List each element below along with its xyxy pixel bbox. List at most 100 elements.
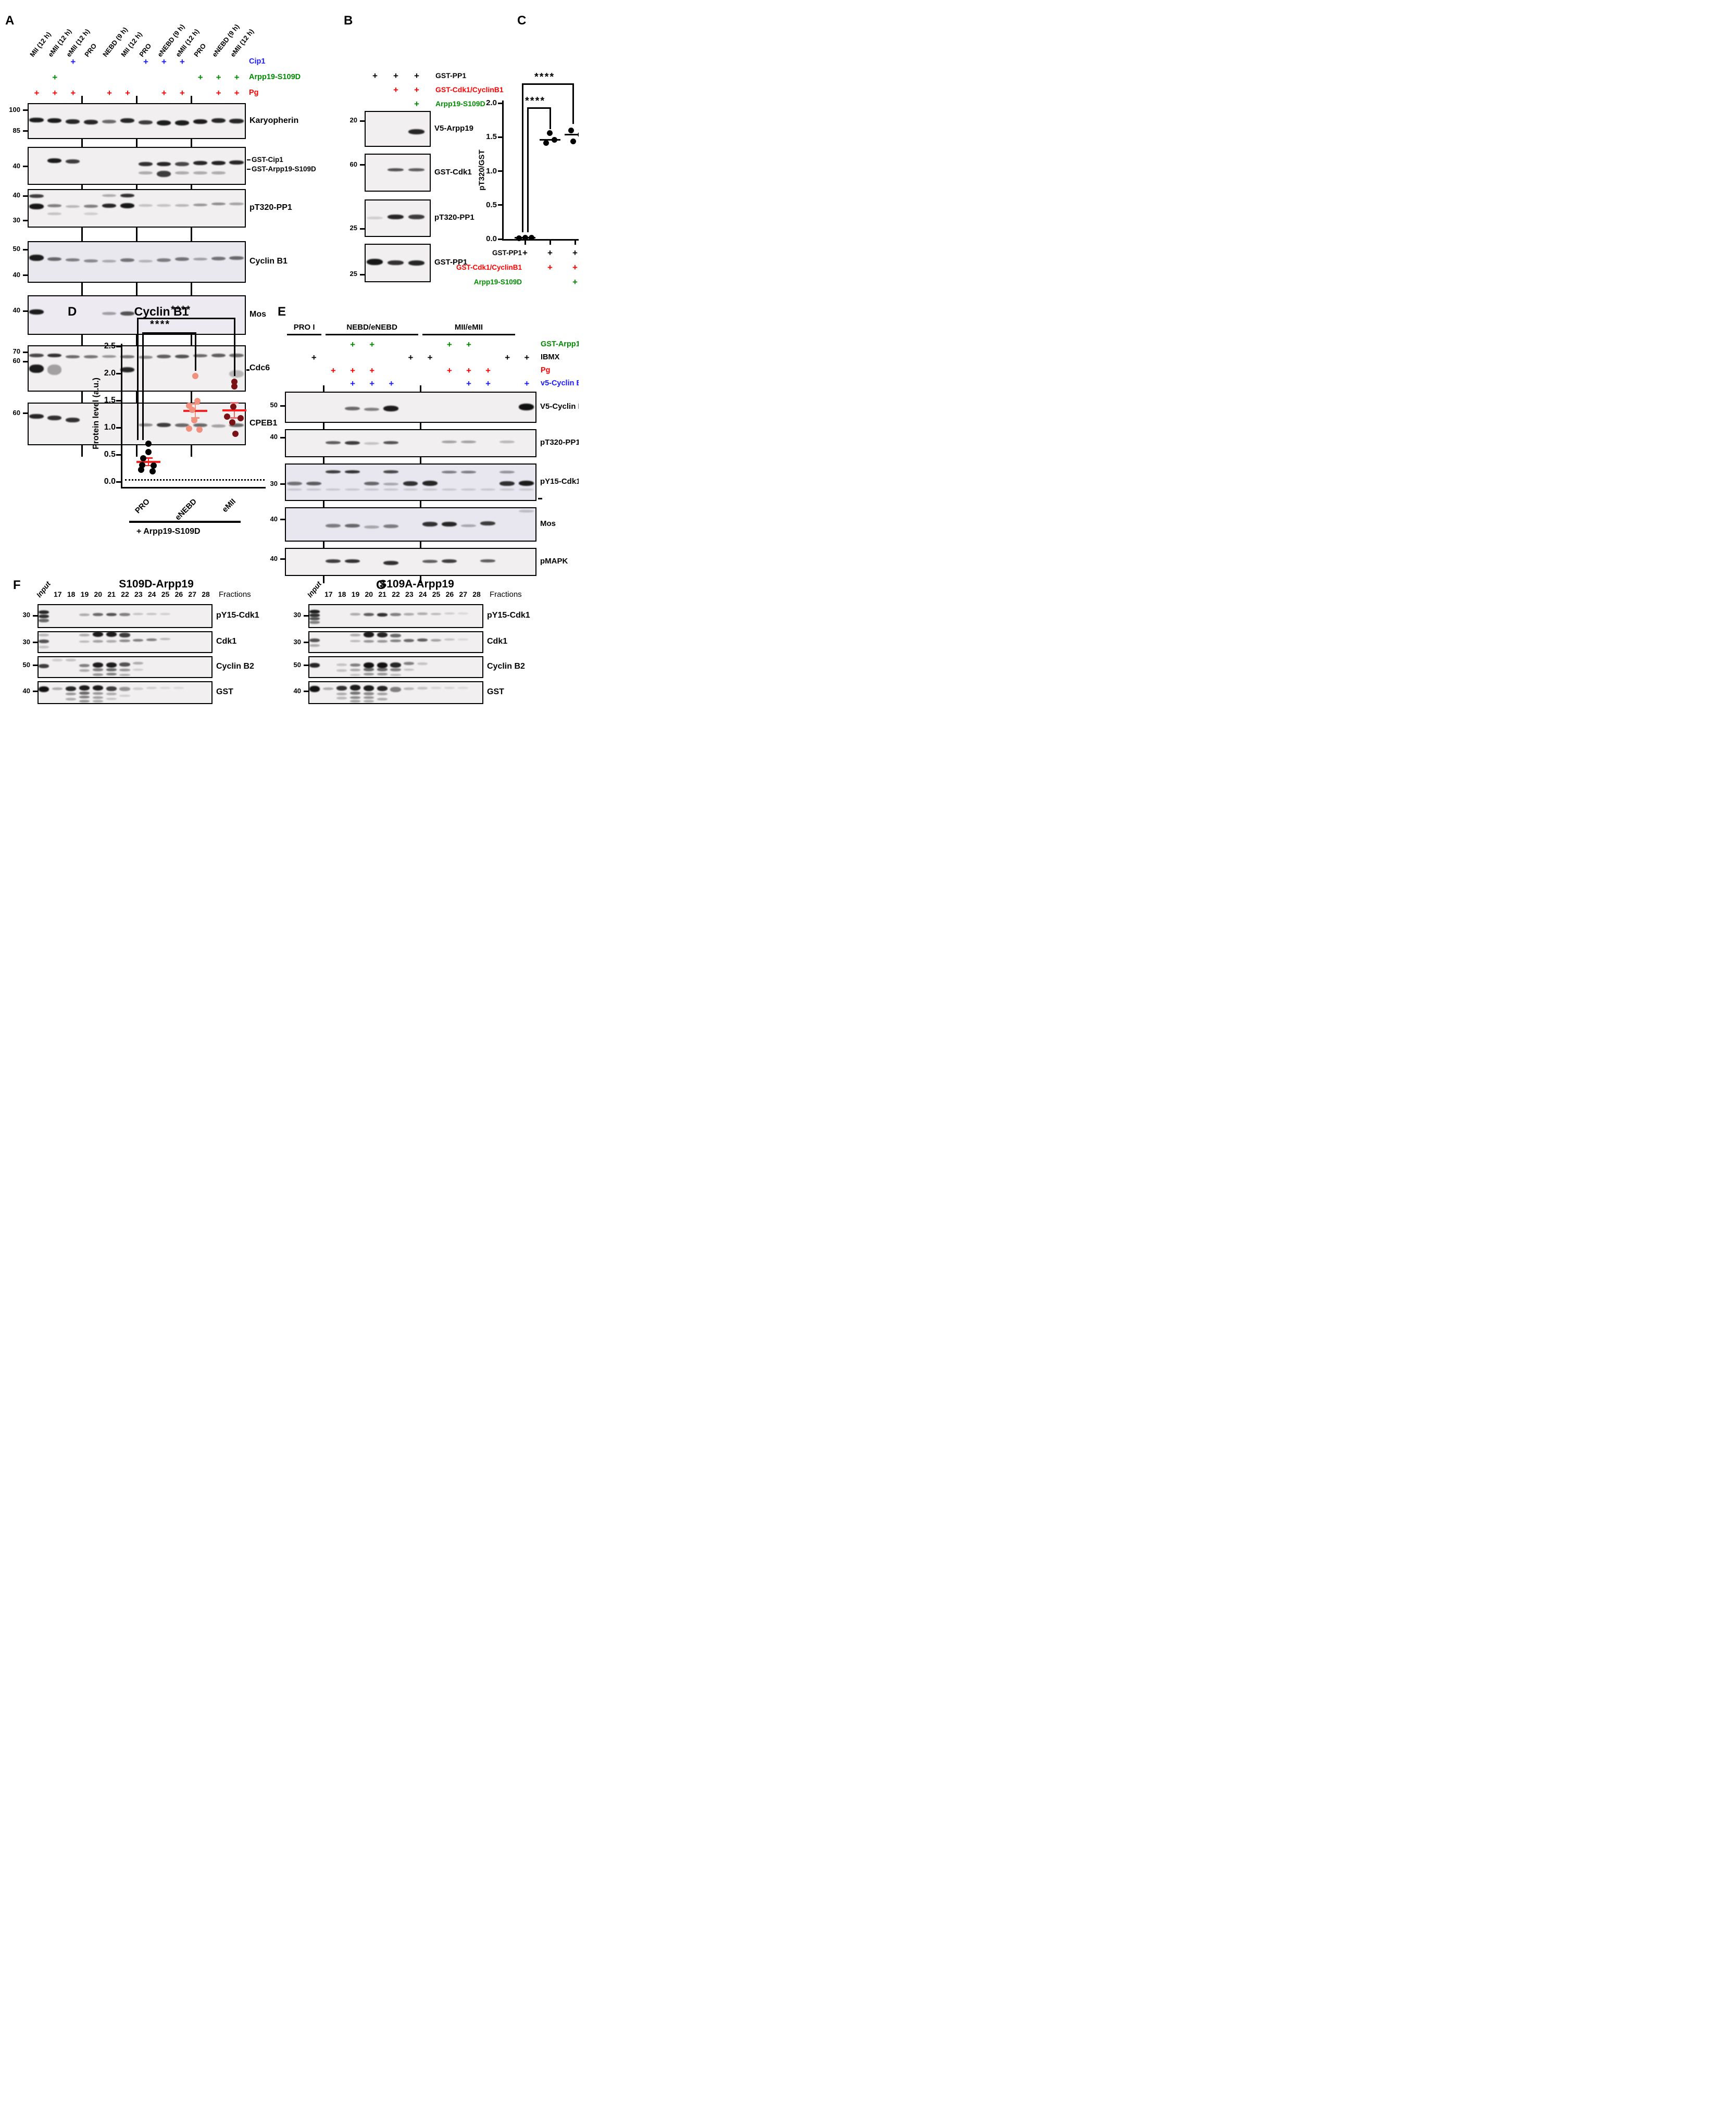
marker-tick — [23, 351, 28, 353]
group-divider-tick — [136, 335, 138, 345]
marker-value: 40 — [13, 270, 20, 279]
group-divider-tick — [190, 392, 192, 403]
wb-band — [174, 204, 189, 207]
marker-tick — [360, 164, 365, 166]
wb-band — [325, 488, 341, 491]
wb-band — [519, 509, 534, 512]
wb-band — [146, 612, 157, 615]
wb-band — [336, 697, 347, 700]
wb-blot — [38, 604, 213, 628]
condition-label: GST-PP1 — [492, 249, 522, 257]
y-tick — [498, 204, 502, 206]
wb-band — [119, 613, 130, 617]
plus-mark: + — [414, 71, 419, 81]
marker-value: 40 — [13, 161, 20, 170]
wb-band — [66, 258, 80, 262]
y-tick — [498, 170, 502, 172]
wb-band — [336, 669, 347, 672]
error-cap — [144, 465, 153, 467]
wb-band — [52, 659, 63, 662]
wb-band — [383, 470, 399, 474]
fraction-number: 27 — [188, 590, 196, 598]
wb-band — [193, 171, 207, 175]
blot-label: V5-Cyclin B1 — [540, 402, 579, 411]
group-divider-tick — [81, 96, 83, 103]
marker-value: 40 — [22, 686, 30, 695]
sig-bracket — [549, 107, 551, 129]
marker-value: 25 — [349, 224, 357, 232]
wb-band — [79, 695, 90, 698]
wb-blot — [28, 189, 246, 228]
wb-band — [119, 668, 130, 671]
wb-band — [480, 559, 496, 562]
plus-mark: + — [52, 88, 58, 98]
blot-label: pMAPK — [540, 557, 568, 566]
group-divider-tick — [136, 445, 138, 457]
wb-band — [92, 700, 103, 703]
wb-band — [138, 171, 153, 175]
lane-label-input: Input — [34, 580, 52, 599]
wb-band — [84, 212, 98, 216]
panel-g-letter: G — [376, 578, 386, 592]
marker-tick — [23, 310, 28, 312]
group-divider-tick — [81, 392, 83, 403]
wb-band — [309, 686, 320, 693]
wb-band — [102, 355, 117, 358]
wb-blot — [308, 631, 483, 653]
wb-band — [286, 481, 302, 485]
blot-label: GST-Arpp19-S109D — [252, 165, 316, 173]
wb-blot — [308, 604, 483, 628]
wb-band — [79, 669, 90, 672]
y-tick — [498, 136, 502, 138]
blot-label: pY15-Cdk1 — [540, 477, 579, 486]
fractions-label: Fractions — [490, 590, 522, 599]
wb-band — [457, 638, 468, 641]
data-point — [194, 398, 201, 405]
wb-band — [417, 612, 428, 616]
wb-band — [383, 488, 399, 491]
wb-band — [79, 692, 90, 695]
wb-band — [377, 686, 388, 692]
wb-band — [383, 441, 399, 445]
wb-band — [229, 160, 244, 165]
wb-band — [444, 638, 455, 641]
plus-mark: + — [179, 57, 185, 67]
wb-band — [364, 488, 380, 491]
wb-band — [457, 612, 468, 615]
wb-band — [39, 663, 49, 668]
fraction-number: 23 — [405, 590, 414, 598]
wb-band — [499, 488, 515, 491]
group-divider-tick — [81, 283, 83, 295]
wb-band — [364, 525, 380, 529]
wb-band — [387, 168, 404, 172]
wb-band — [363, 692, 374, 695]
wb-band — [119, 640, 130, 643]
panel-c-letter: C — [517, 14, 527, 28]
wb-band — [430, 638, 442, 642]
wb-band — [363, 673, 374, 676]
group-underline — [326, 334, 419, 335]
blot-label: GST — [487, 687, 504, 696]
wb-band — [29, 117, 44, 122]
data-point — [186, 425, 192, 432]
wb-band — [102, 119, 117, 123]
wb-band — [390, 662, 401, 668]
wb-band — [390, 673, 401, 676]
wb-band — [323, 687, 334, 690]
blot-label: Mos — [540, 519, 556, 528]
data-point — [546, 130, 553, 136]
plus-mark: + — [389, 379, 394, 388]
wb-band — [79, 640, 90, 643]
sig-stars: **** — [171, 304, 192, 316]
marker-value: 50 — [13, 245, 20, 253]
data-point — [224, 413, 230, 420]
wb-band — [377, 632, 388, 638]
mean-line — [136, 460, 160, 463]
data-point — [231, 378, 238, 385]
group-divider-tick — [322, 385, 324, 392]
wb-band — [29, 364, 44, 373]
panel-a-letter: A — [5, 14, 15, 28]
wb-band — [211, 171, 226, 175]
wb-band — [159, 612, 171, 615]
wb-band — [441, 521, 457, 527]
